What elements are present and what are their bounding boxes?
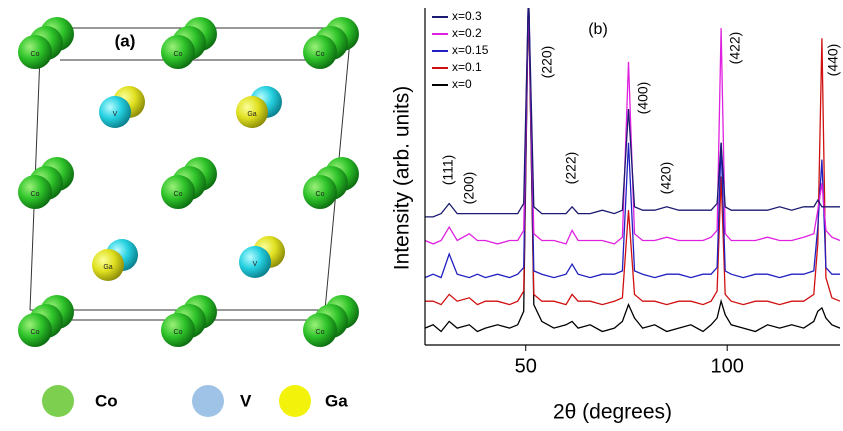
legend-label: V	[240, 391, 252, 410]
chart: 50 100 2θ (degrees) Intensity (arb. units) (…	[391, 0, 841, 424]
panel-label: (b)	[588, 21, 608, 38]
peak-annotation: (111)	[440, 155, 456, 186]
atom-label: Co	[316, 329, 325, 336]
legend-label: Ga	[325, 391, 348, 410]
x-axis-title: 2θ (degrees)	[553, 401, 672, 424]
series-line	[425, 0, 840, 278]
peak-annotation: (440)	[825, 44, 841, 77]
legend-swatch	[192, 385, 224, 417]
peak-annotation: (420)	[658, 162, 674, 195]
atom-label: Ga	[103, 264, 112, 271]
atom-label: Ga	[247, 111, 256, 118]
atom-label: Co	[316, 191, 325, 198]
legend-swatch	[42, 385, 74, 417]
atom-label: Co	[174, 329, 183, 336]
atom-label: Co	[174, 191, 183, 198]
legend-label: x=0.3	[452, 9, 482, 23]
atom-label: V	[113, 111, 118, 118]
atom-label: Co	[316, 51, 325, 58]
peak-annotation: (400)	[635, 82, 651, 115]
atom-legend: Co V Ga	[42, 385, 348, 417]
legend-label: Co	[95, 391, 118, 410]
x-tick-label: 100	[710, 355, 743, 377]
legend-label: x=0.1	[452, 60, 482, 74]
x-tick-label: 50	[515, 355, 537, 377]
legend-label: x=0	[452, 77, 472, 91]
legend-label: x=0.15	[452, 43, 489, 57]
peak-annotation: (422)	[727, 32, 743, 65]
series-line	[425, 0, 840, 217]
atom-label: Co	[31, 191, 40, 198]
legend-label: x=0.2	[452, 26, 482, 40]
peak-annotation: (220)	[539, 46, 555, 79]
peak-annotation: (200)	[461, 172, 477, 205]
atom-label: V	[253, 261, 258, 268]
figure: Co Co Co Co Co Co Co Co Co V Ga Ga V (a) Co V Ga 50 100…	[0, 0, 843, 431]
atom-label: Co	[31, 51, 40, 58]
atom-label: Co	[174, 51, 183, 58]
panel-label: (a)	[115, 31, 136, 50]
atom-label: Co	[31, 329, 40, 336]
peak-annotation: (222)	[563, 152, 579, 185]
legend-swatch	[279, 385, 311, 417]
y-axis-title: Intensity (arb. units)	[391, 86, 414, 270]
atoms: Co Co Co Co Co Co Co Co Co V Ga Ga V	[18, 17, 359, 347]
